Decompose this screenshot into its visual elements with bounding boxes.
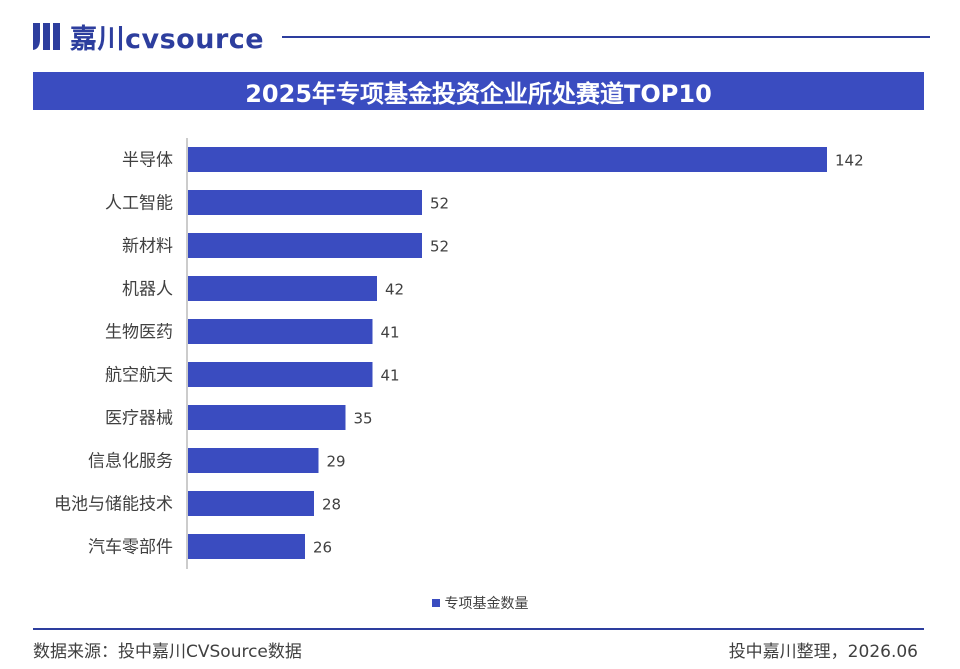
brand-logo: 嘉川cvsource [30,16,264,56]
data-label: 26 [313,539,332,557]
data-label: 29 [327,453,346,471]
category-label: 半导体 [122,151,173,171]
credit-date: 投中嘉川整理，2026.06 [728,642,918,662]
data-label: 52 [430,195,449,213]
bar [188,190,422,215]
data-label: 35 [354,410,373,428]
bar [188,147,827,172]
category-label: 信息化服务 [88,452,173,472]
data-label: 52 [430,238,449,256]
bar [188,319,373,344]
bar [188,276,377,301]
bar [188,405,346,430]
logo-icon [33,23,60,50]
data-label: 28 [322,496,341,514]
footer-divider [33,628,924,630]
legend-label: 专项基金数量 [444,596,529,612]
data-source: 数据来源：投中嘉川CVSource数据 [33,642,302,662]
bar [188,491,314,516]
bar [188,534,305,559]
bar [188,448,319,473]
category-label: 生物医药 [105,323,173,343]
category-label: 航空航天 [105,366,173,386]
category-label: 机器人 [122,280,173,300]
category-label: 新材料 [122,237,173,257]
data-label: 41 [381,324,400,342]
legend-swatch [431,599,440,607]
data-label: 142 [835,152,864,170]
bar [188,233,422,258]
chart-title: 2025年专项基金投资企业所处赛道TOP10 [33,72,924,110]
legend: 专项基金数量 [0,593,960,613]
header-divider [282,36,930,38]
data-label: 42 [385,281,404,299]
data-label: 41 [381,367,400,385]
bar [188,362,373,387]
brand-name: 嘉川cvsource [70,23,265,55]
category-label: 医疗器械 [105,409,173,429]
category-label: 电池与储能技术 [54,495,173,515]
category-label: 汽车零部件 [88,538,173,558]
category-label: 人工智能 [105,194,173,214]
header: 嘉川cvsource [30,14,930,60]
